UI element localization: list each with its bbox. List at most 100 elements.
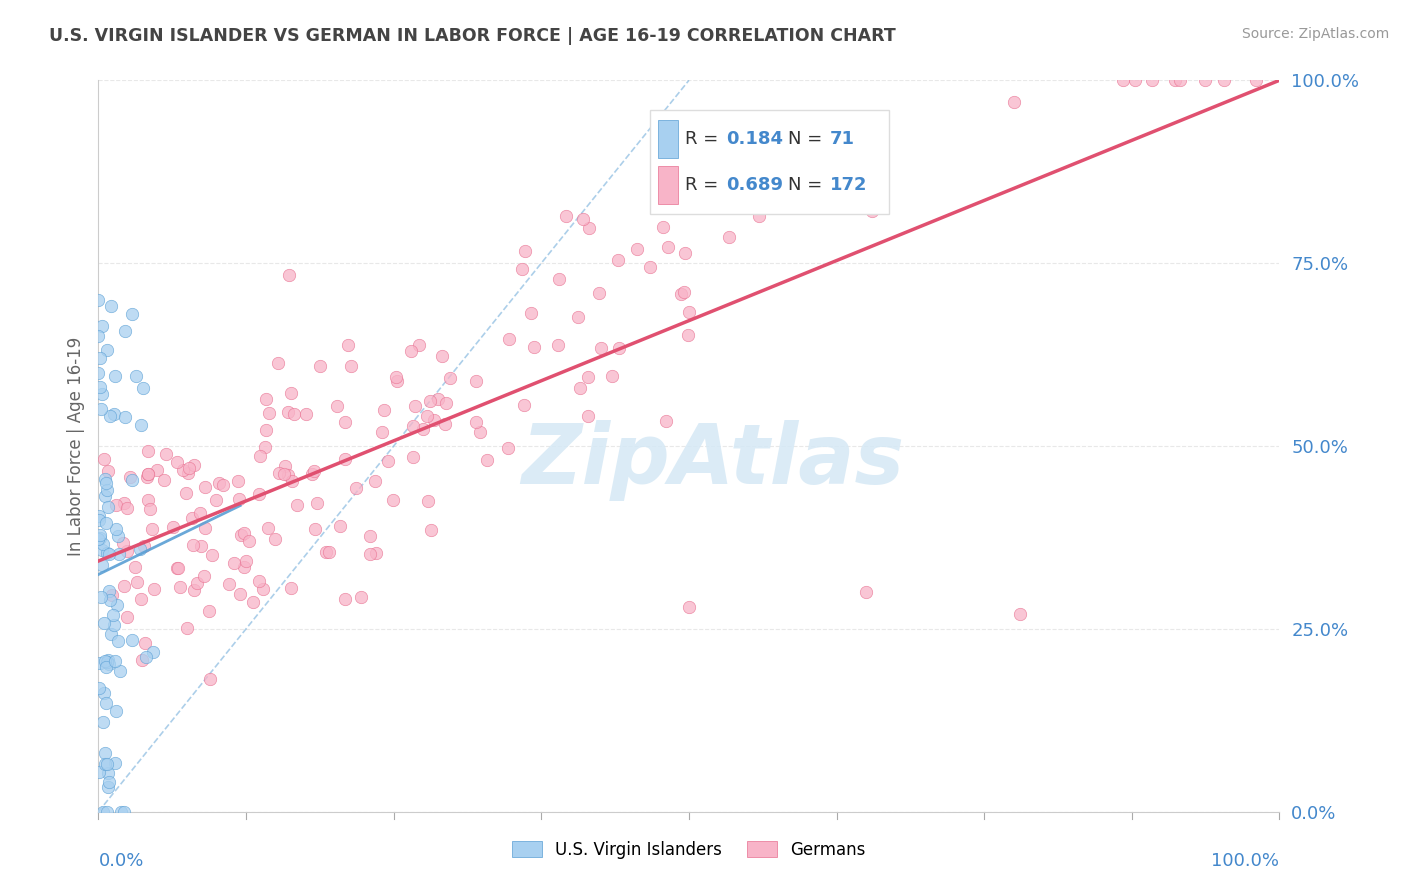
Point	[101, 608, 124, 623]
Point	[97, 653, 120, 667]
Point	[254, 423, 277, 437]
Point	[547, 337, 569, 351]
Point	[114, 324, 136, 338]
Point	[1194, 73, 1216, 87]
Point	[576, 409, 599, 423]
Point	[385, 375, 408, 389]
Point	[186, 576, 208, 591]
Point	[233, 525, 256, 540]
Point	[91, 558, 114, 573]
Point	[94, 516, 117, 530]
Point	[100, 409, 122, 423]
Point	[91, 805, 114, 819]
Point	[87, 329, 110, 343]
Point	[273, 467, 295, 481]
Point	[554, 209, 576, 223]
Point	[305, 495, 328, 509]
Point	[201, 548, 224, 562]
Point	[107, 633, 129, 648]
Point	[96, 483, 118, 497]
Text: R =: R =	[685, 130, 724, 148]
Point	[97, 766, 120, 780]
Point	[183, 458, 205, 473]
Point	[107, 529, 129, 543]
Point	[402, 419, 425, 434]
Point	[344, 481, 367, 495]
Point	[404, 399, 426, 413]
Point	[607, 252, 630, 267]
Point	[89, 765, 111, 780]
Point	[131, 653, 153, 667]
Point	[1168, 73, 1191, 87]
Point	[166, 455, 188, 469]
Text: N =: N =	[789, 176, 828, 194]
Point	[134, 636, 156, 650]
Point	[141, 645, 163, 659]
Point	[1002, 95, 1025, 109]
Point	[89, 681, 111, 695]
Point	[810, 146, 832, 161]
Point	[673, 285, 696, 300]
Point	[112, 536, 135, 550]
Point	[115, 544, 138, 558]
Point	[193, 568, 215, 582]
Point	[87, 532, 110, 546]
Point	[90, 402, 112, 417]
Point	[280, 581, 302, 595]
Point	[162, 520, 184, 534]
Point	[103, 618, 125, 632]
Point	[416, 409, 439, 423]
Point	[748, 209, 770, 223]
Point	[588, 286, 610, 301]
Point	[167, 561, 190, 575]
Point	[96, 805, 118, 819]
Point	[385, 370, 408, 384]
Point	[678, 599, 700, 614]
Point	[115, 610, 138, 624]
Point	[153, 473, 176, 487]
Point	[89, 351, 111, 366]
Point	[371, 425, 394, 439]
Point	[96, 655, 118, 669]
Point	[135, 469, 157, 483]
Point	[569, 381, 592, 395]
Point	[267, 356, 290, 370]
Point	[135, 650, 157, 665]
Y-axis label: In Labor Force | Age 16-19: In Labor Force | Age 16-19	[66, 336, 84, 556]
Point	[283, 407, 305, 421]
Point	[131, 381, 153, 395]
Point	[174, 486, 197, 500]
Point	[269, 466, 291, 480]
Point	[470, 425, 492, 439]
Point	[183, 583, 205, 598]
Text: 172: 172	[830, 176, 868, 194]
Point	[242, 595, 264, 609]
Point	[229, 587, 252, 601]
Point	[576, 370, 599, 384]
Point	[280, 386, 302, 401]
Point	[578, 221, 600, 235]
Point	[194, 521, 217, 535]
Point	[416, 493, 439, 508]
Point	[98, 593, 121, 607]
Text: U.S. VIRGIN ISLANDER VS GERMAN IN LABOR FORCE | AGE 16-19 CORRELATION CHART: U.S. VIRGIN ISLANDER VS GERMAN IN LABOR …	[49, 27, 896, 45]
Point	[97, 464, 120, 478]
Point	[194, 480, 217, 494]
Point	[103, 756, 125, 771]
Point	[336, 338, 359, 352]
Point	[105, 499, 128, 513]
Point	[381, 492, 404, 507]
Point	[475, 453, 498, 467]
Point	[97, 774, 120, 789]
Point	[89, 508, 111, 523]
Point	[302, 464, 325, 478]
Point	[91, 386, 114, 401]
Point	[93, 757, 115, 772]
Point	[105, 599, 128, 613]
Point	[273, 458, 295, 473]
Point	[607, 341, 630, 355]
Point	[676, 328, 699, 343]
Point	[104, 654, 127, 668]
Point	[315, 544, 337, 558]
Point	[591, 341, 613, 355]
